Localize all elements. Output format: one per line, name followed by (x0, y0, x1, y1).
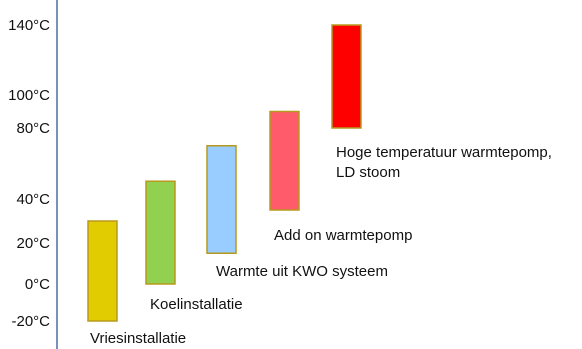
category-label-line: LD stoom (336, 164, 400, 181)
category-label: Add on warmtepomp (274, 227, 412, 244)
bar (145, 180, 176, 285)
y-tick-label: 40°C (16, 191, 50, 208)
category-label: Koelinstallatie (150, 296, 243, 313)
category-label: Warmte uit KWO systeem (216, 263, 388, 280)
y-tick-label: 0°C (25, 276, 50, 293)
bar-group (87, 24, 362, 322)
y-tick-label: 20°C (16, 235, 50, 252)
bar (331, 24, 362, 129)
bar (269, 110, 300, 211)
category-label: Hoge temperatuur warmtepomp, LD stoom (336, 144, 552, 181)
category-label: Vriesinstallatie (90, 330, 186, 347)
y-tick-label: -20°C (11, 313, 50, 330)
category-labels: Vriesinstallatie Koelinstallatie Warmte ui… (90, 144, 552, 347)
y-axis-ticks: 140°C 100°C 80°C 40°C 20°C 0°C -20°C (8, 17, 50, 330)
y-tick-label: 80°C (16, 120, 50, 137)
category-label-line: Hoge temperatuur warmtepomp, (336, 144, 552, 161)
bar (87, 220, 118, 322)
bar (206, 145, 237, 254)
y-tick-label: 100°C (8, 87, 50, 104)
y-tick-label: 140°C (8, 17, 50, 34)
